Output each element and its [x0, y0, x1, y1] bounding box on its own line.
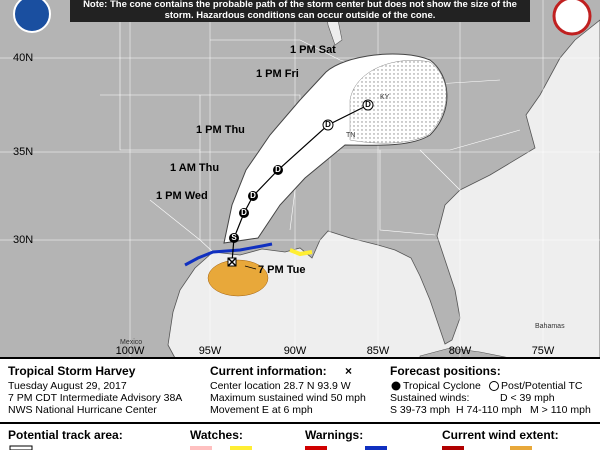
marker-letter: D — [250, 191, 256, 200]
marker-letter: D — [275, 165, 281, 174]
legend-ptc: Post/Potential TC — [501, 380, 583, 392]
forecast-title: Forecast positions: — [390, 364, 501, 378]
place-label: KY — [380, 94, 390, 101]
borders — [100, 0, 521, 253]
place-label: TN — [346, 132, 355, 139]
longitude-label: 85W — [367, 345, 390, 357]
legend-watches: Watches: — [190, 428, 243, 442]
longitude-label: 80W — [449, 345, 472, 357]
legend-swatches — [9, 445, 532, 450]
note-text: Note: The cone contains the probable pat… — [83, 0, 517, 21]
current-symbol: × — [345, 364, 352, 378]
wind-extent — [207, 259, 269, 297]
advisory: 7 PM CDT Intermediate Advisory 38A — [8, 392, 182, 404]
info-panel — [0, 358, 600, 450]
sustained-winds: Sustained winds: — [390, 392, 469, 404]
note: Note: The cone contains the probable pat… — [83, 0, 517, 21]
water — [167, 19, 600, 359]
track-markers — [229, 99, 374, 243]
forecast-label: 1 PM Thu — [196, 124, 245, 136]
marker-letter: D — [241, 208, 247, 217]
longitude-label: 95W — [199, 345, 222, 357]
forecast-label: 1 PM Fri — [256, 68, 299, 80]
leader-lines — [244, 265, 257, 270]
longitude-label: 100W — [116, 345, 145, 357]
latitude-label: 40N — [13, 52, 33, 64]
legend-track: Potential track area: — [8, 428, 123, 442]
watch-segment — [289, 248, 313, 257]
forecast-label: 7 PM Tue — [258, 264, 305, 276]
legend-tc-symbol — [391, 381, 401, 391]
latitude-label: 30N — [13, 234, 33, 246]
latitude-label: 35N — [13, 146, 33, 158]
storm-name: Tropical Storm Harvey — [8, 364, 136, 378]
current-title: Current information: — [210, 364, 327, 378]
current-line: Movement E at 6 mph — [210, 404, 313, 416]
forecast-label: 1 PM Sat — [290, 44, 336, 56]
storm-date: Tuesday August 29, 2017 — [8, 380, 127, 392]
current-x — [227, 257, 237, 267]
wind-class: S 39-73 mph — [390, 404, 450, 416]
legend-wind: Current wind extent: — [442, 428, 559, 442]
forecast-label: 1 PM Wed — [156, 190, 208, 202]
current-line: Center location 28.7 N 93.9 W — [210, 380, 351, 392]
marker-letter: D — [325, 120, 331, 129]
place-label: Bahamas — [535, 323, 565, 330]
wind-class: H 74-110 mph — [456, 404, 522, 416]
forecast-label: 1 AM Thu — [170, 162, 219, 174]
note-box — [70, 0, 530, 22]
longitude-label: 90W — [284, 345, 307, 357]
wind-class: D < 39 mph — [500, 392, 555, 404]
marker-letter: D — [365, 100, 371, 109]
post-tropical-area — [349, 60, 447, 144]
longitude-label: 75W — [532, 345, 555, 357]
wind-class: M > 110 mph — [530, 404, 591, 416]
center: NWS National Hurricane Center — [8, 404, 157, 416]
nws-logo — [552, 0, 592, 36]
legend-warnings: Warnings: — [305, 428, 363, 442]
current-line: Maximum sustained wind 50 mph — [210, 392, 366, 404]
noaa-logo — [13, 0, 51, 33]
marker-letter: S — [231, 233, 237, 242]
warning-segment — [184, 242, 273, 267]
place-label: Mexico — [120, 339, 142, 346]
legend-tc: Tropical Cyclone — [403, 380, 481, 392]
legend-ptc-symbol — [489, 381, 499, 391]
